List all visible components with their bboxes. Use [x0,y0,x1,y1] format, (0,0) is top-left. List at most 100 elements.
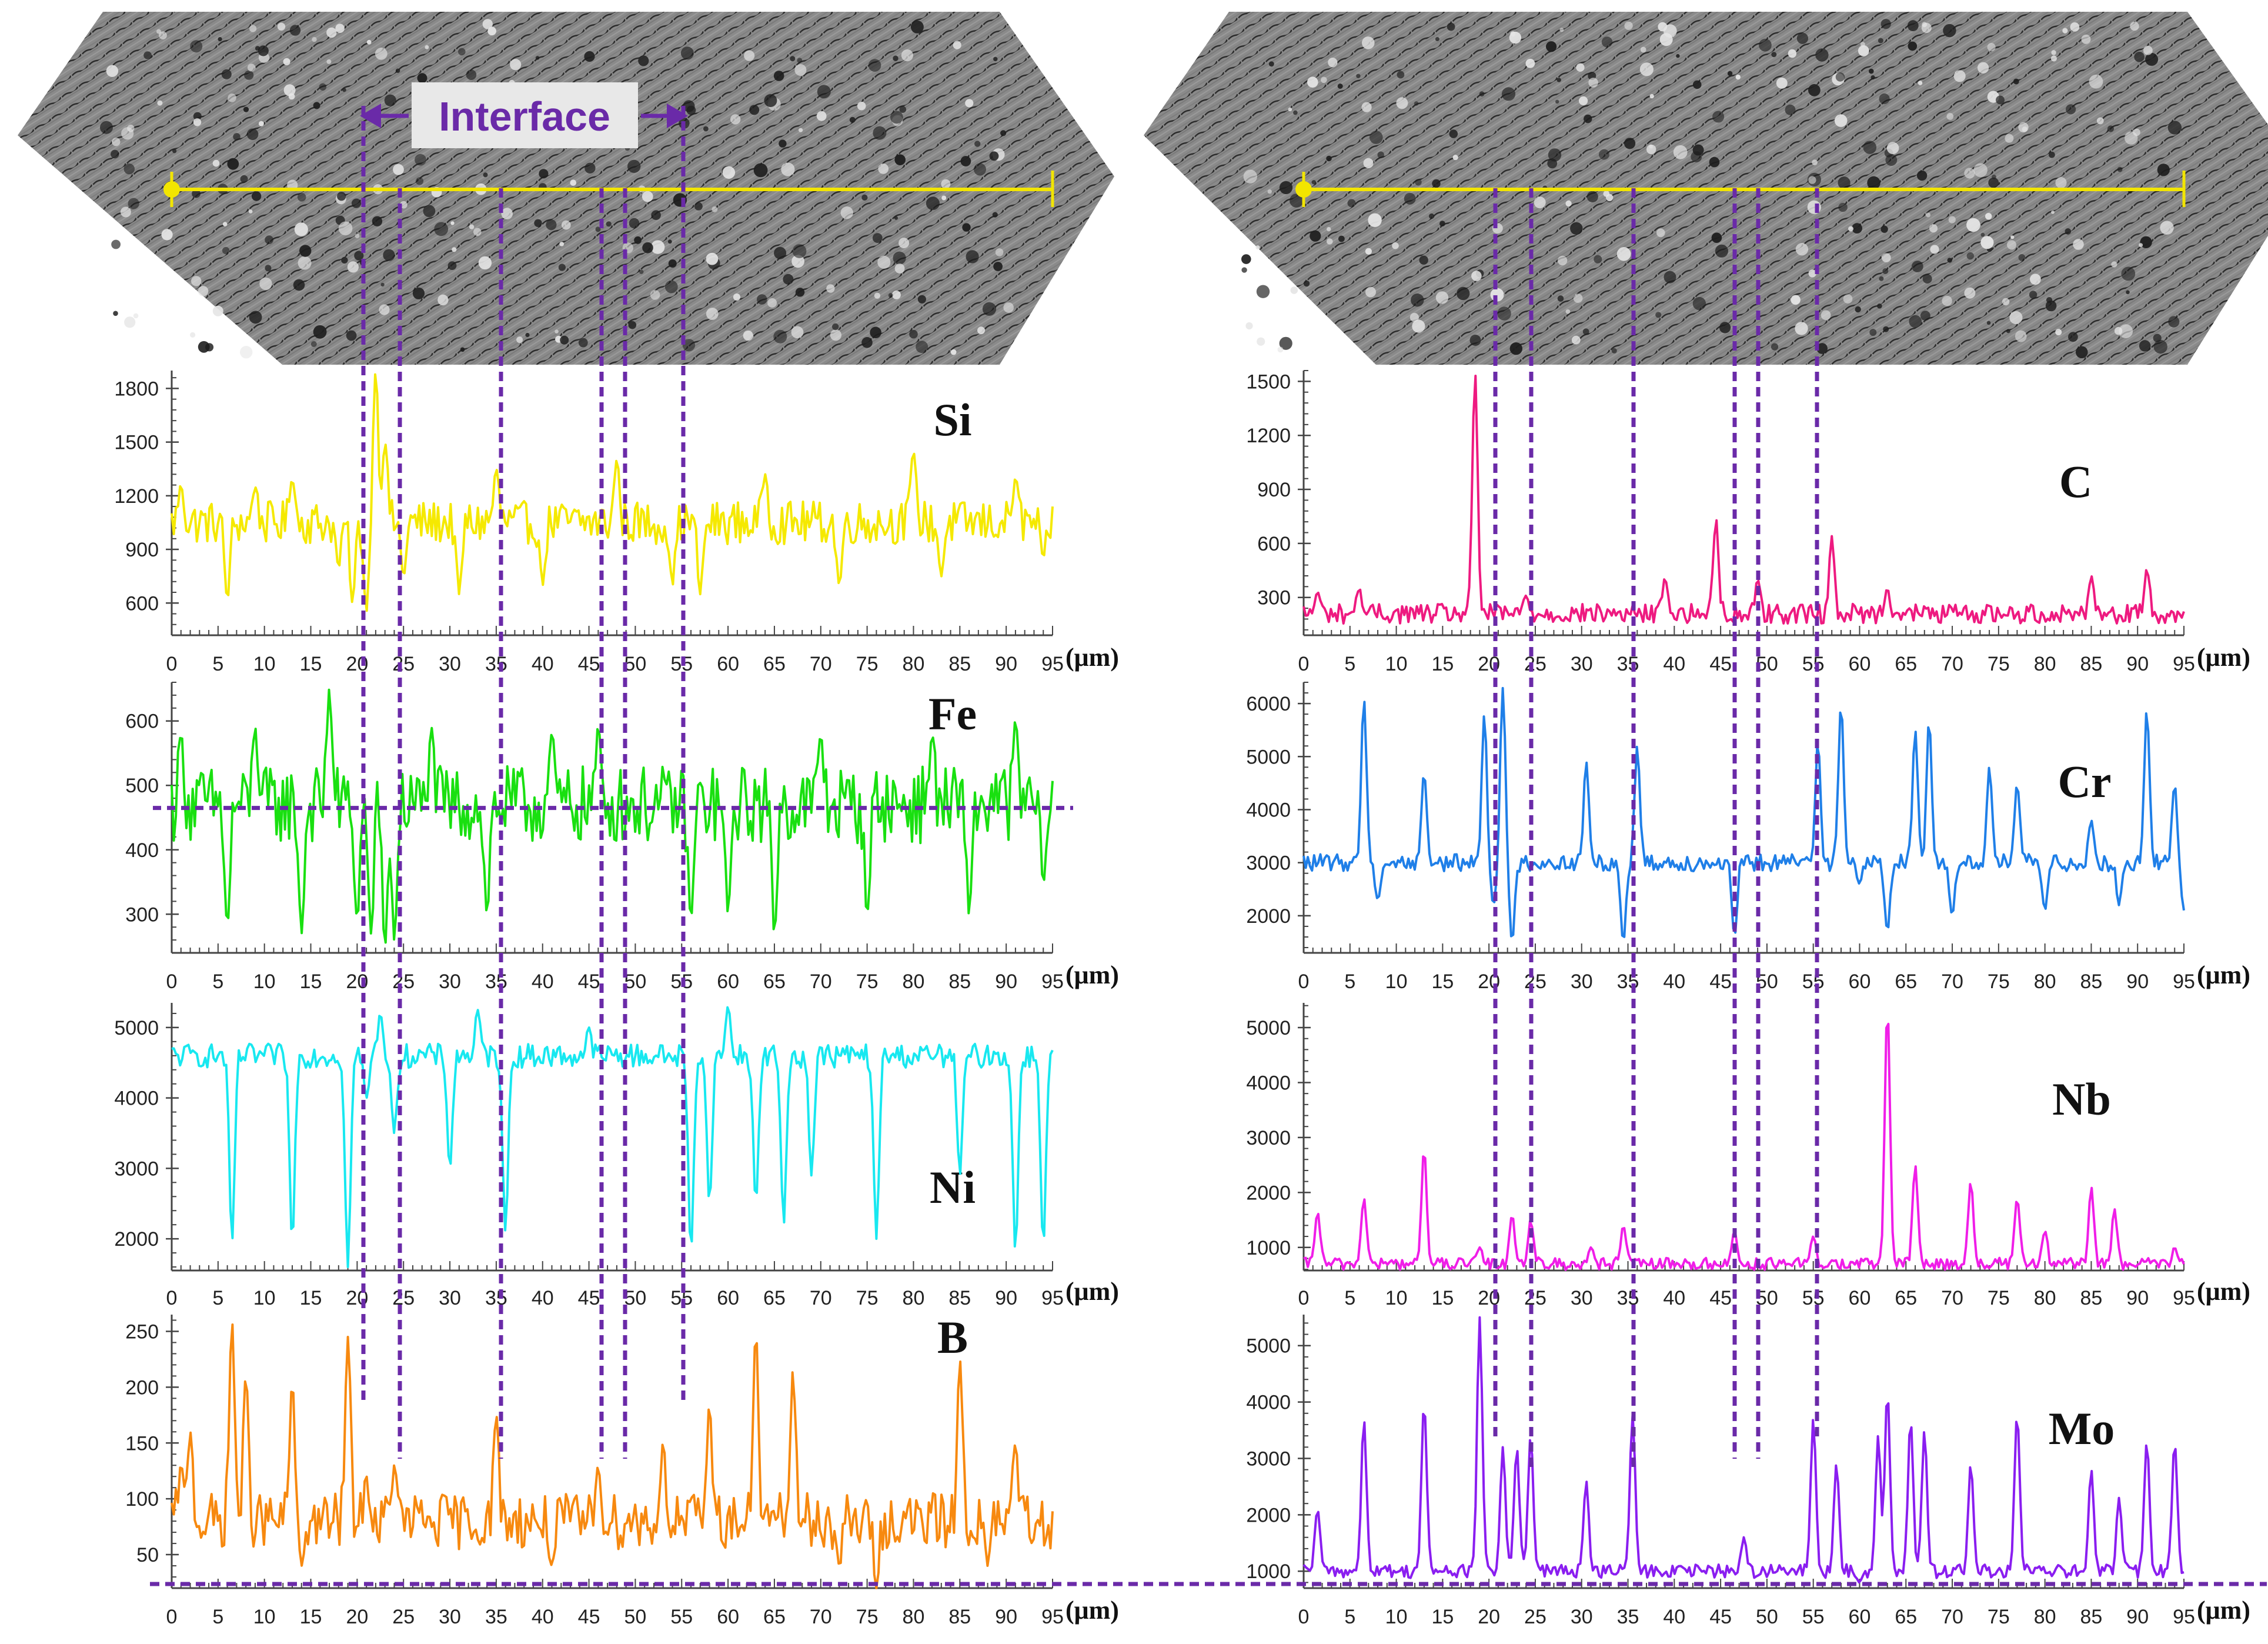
x-tick-label: 35 [485,971,507,993]
micro-feature [434,222,449,236]
micro-feature [395,68,400,73]
micro-feature [2062,28,2068,34]
micro-feature [222,246,230,255]
micro-feature [191,276,202,286]
x-tick-label: 45 [578,971,600,993]
micro-feature [1977,62,1989,74]
micro-feature [1356,74,1361,78]
micro-feature [2046,297,2053,304]
micro-feature [1412,319,1425,333]
micro-feature [2005,134,2014,143]
micro-feature [1255,245,1260,250]
x-unit-label: (μm) [1065,643,1119,672]
micro-feature [2076,346,2088,359]
y-tick-label: 3000 [1246,1448,1291,1470]
interface-arrow-left-icon [360,104,381,128]
micro-feature [1365,248,1372,255]
micro-feature [1347,199,1356,208]
micro-feature [1930,245,1939,254]
micro-feature [916,341,928,354]
micro-feature [1918,81,1923,85]
x-tick-label: 40 [532,1287,554,1309]
micro-feature [779,139,787,148]
x-tick-label: 5 [1344,971,1355,993]
panel-si: 6009001200150018000510152025303540455055… [114,371,1119,675]
micro-feature [1586,191,1598,202]
micro-feature [606,221,612,227]
micro-feature [1479,91,1485,97]
y-tick-label: 3000 [114,1158,159,1180]
micro-feature [570,179,577,186]
micro-feature [1396,97,1408,109]
y-tick-label: 4000 [114,1088,159,1110]
micro-feature [123,164,135,175]
series-line-b [171,1323,1054,1589]
micro-feature [1277,346,1284,353]
micro-feature [1439,221,1445,226]
micro-feature [744,50,755,61]
micro-feature [901,49,913,62]
micro-feature [1795,243,1809,256]
micro-feature [1243,169,1257,184]
micro-feature [1599,149,1609,160]
micro-feature [1611,348,1617,354]
micro-feature [1964,168,1975,179]
micro-feature [297,193,306,202]
x-tick-label: 40 [532,971,554,993]
micro-feature [560,335,569,345]
x-tick-label: 65 [763,971,786,993]
micro-feature [452,247,457,252]
x-tick-label: 10 [1385,1287,1408,1309]
micro-feature [240,175,248,183]
x-tick-label: 35 [1617,653,1639,675]
micro-feature [1692,80,1702,89]
x-tick-label: 40 [1663,971,1685,993]
micro-feature [651,240,665,254]
micro-feature [417,73,427,84]
micro-feature [1279,336,1292,350]
micro-feature [627,159,641,173]
micro-feature [423,205,436,218]
micro-feature [1920,311,1930,321]
x-tick-label: 80 [903,653,925,675]
micro-feature [791,255,804,268]
x-tick-label: 25 [1524,653,1546,675]
x-tick-label: 45 [1709,653,1732,675]
x-tick-label: 80 [2034,653,2056,675]
micro-feature [1311,180,1316,185]
micro-feature [161,229,173,241]
micro-feature [157,100,163,106]
micro-feature [383,249,395,261]
micro-feature [2139,243,2143,248]
x-tick-label: 50 [1756,1606,1778,1628]
micro-feature [2066,104,2076,115]
x-tick-label: 95 [1041,653,1064,675]
x-tick-label: 70 [1941,1606,1963,1628]
y-tick-label: 250 [125,1320,159,1343]
micro-feature [1557,295,1564,302]
micro-feature [1946,113,1954,120]
micro-feature [249,25,257,32]
micro-feature [1601,36,1613,48]
micro-feature [1996,95,2005,105]
micro-feature [2045,300,2057,312]
micro-feature [974,163,986,176]
x-tick-label: 10 [253,653,276,675]
x-tick-label: 15 [1431,1606,1454,1628]
micro-feature [1655,312,1662,318]
micro-feature [2168,316,2180,328]
micro-feature [817,85,831,99]
x-tick-label: 25 [392,971,415,993]
micro-feature [111,239,121,249]
micro-feature [1909,315,1922,328]
micro-feature [312,36,317,42]
micro-feature [1397,71,1405,79]
micro-feature [1509,342,1522,355]
micro-feature [680,46,694,60]
micro-feature [354,251,364,261]
x-tick-label: 45 [1709,1287,1732,1309]
micro-feature [1579,96,1588,105]
